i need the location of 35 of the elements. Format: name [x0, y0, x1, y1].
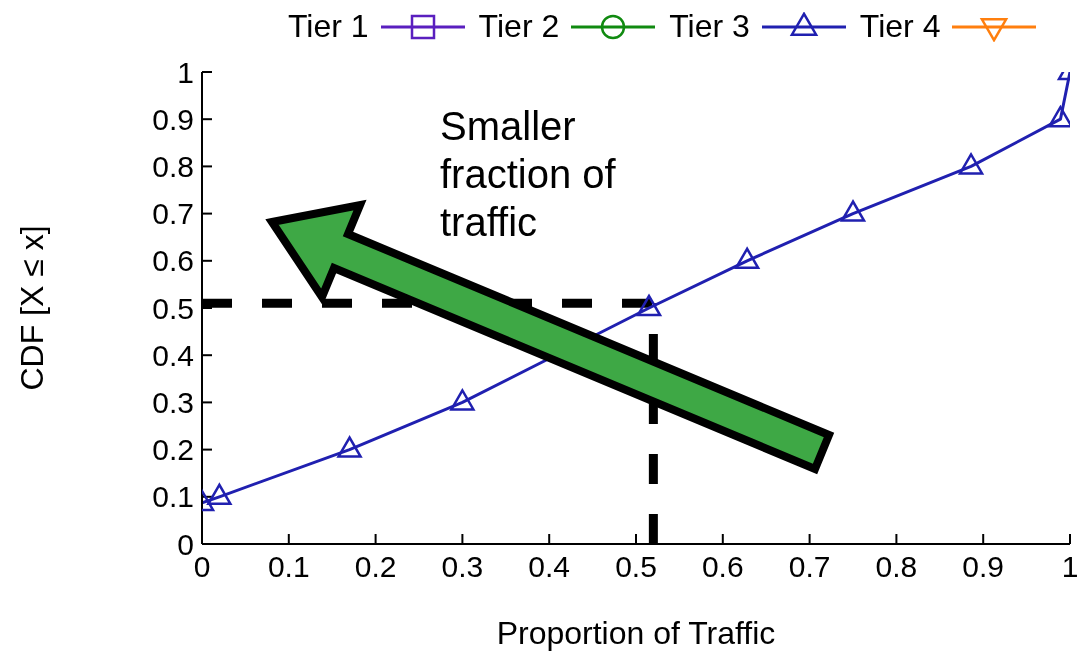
legend-label: Tier 1	[288, 8, 369, 45]
x-tick-label: 0.2	[354, 550, 397, 584]
point	[337, 436, 362, 458]
y-tick-label: 0.2	[152, 433, 194, 467]
annotation: Smaller fraction of traffic	[440, 103, 617, 246]
x-tick-label: 0.5	[615, 550, 657, 584]
point	[840, 200, 866, 222]
x-tick-label: 1	[1061, 550, 1079, 584]
point	[734, 247, 760, 270]
y-tick-label: 1	[177, 55, 194, 89]
y-tick-label: 0.9	[152, 102, 194, 136]
y-tick-label: 0.5	[152, 291, 194, 325]
x-tick-label: 0.9	[962, 550, 1005, 584]
point	[207, 483, 232, 506]
x-tick-label: 0.4	[528, 550, 571, 584]
x-tick-label: 0.3	[441, 550, 484, 584]
y-tick-label: 0.6	[152, 244, 194, 278]
y-axis-title: CDF [X ≤ x]	[14, 225, 51, 391]
x-tick-label: 0.7	[788, 550, 831, 584]
y-tick-label: 0.1	[152, 480, 194, 514]
y-tick-label: 0.4	[152, 338, 194, 372]
legend-label: Tier 3	[669, 8, 750, 45]
x-axis-title: Proportion of Traffic	[496, 615, 776, 651]
y-tick-label: 0.8	[152, 150, 194, 184]
x-tick-label: 0.6	[701, 550, 744, 584]
point	[636, 294, 662, 317]
point	[450, 389, 475, 411]
y-tick-label: 0	[177, 527, 194, 561]
x-tick-label: 0.1	[267, 550, 310, 584]
x-tick-label: 0.8	[875, 550, 918, 584]
y-tick-label: 0.7	[152, 197, 194, 231]
point	[958, 153, 984, 175]
legend-label: Tier 4	[859, 8, 941, 45]
y-tick-label: 0.3	[152, 386, 194, 420]
legend-label: Tier 2	[478, 8, 560, 45]
